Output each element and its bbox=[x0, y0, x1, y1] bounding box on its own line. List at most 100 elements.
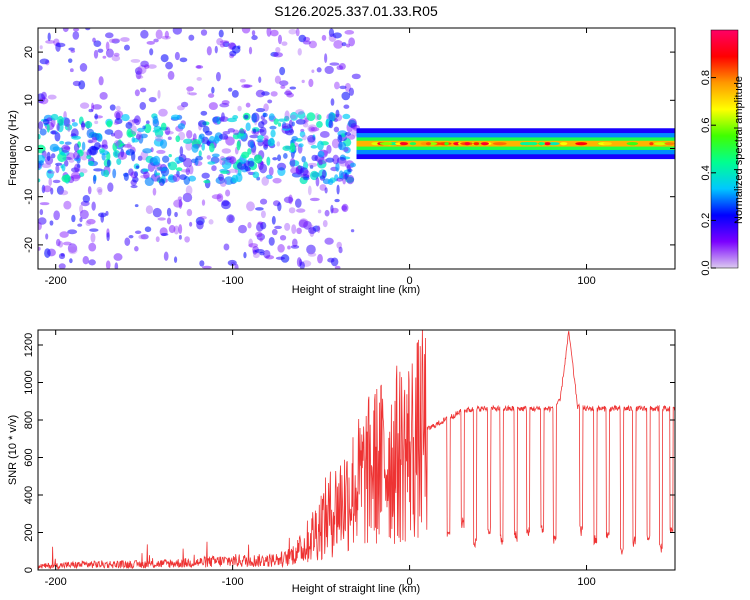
spectrogram-cell bbox=[185, 185, 193, 196]
spectrogram-cell bbox=[245, 122, 251, 132]
spectrogram-cell bbox=[128, 234, 134, 239]
spectrogram-cell bbox=[212, 116, 220, 123]
spectrogram-cell bbox=[334, 81, 340, 90]
spectrogram-cell bbox=[114, 262, 119, 269]
spectrogram-cell bbox=[50, 153, 56, 159]
spectrogram-cell bbox=[178, 199, 183, 209]
spectrogram-cell bbox=[232, 129, 240, 135]
snr-x-tick-label: 0 bbox=[407, 576, 413, 588]
spectrogram-cell bbox=[231, 90, 239, 98]
figure-title: S126.2025.337.01.33.R05 bbox=[274, 3, 438, 19]
spectrogram-cell bbox=[108, 38, 116, 43]
spectrogram-cell bbox=[99, 92, 108, 100]
spectrogram-cell bbox=[241, 28, 251, 34]
spectrogram-cell bbox=[91, 136, 98, 143]
spectrogram-cell bbox=[297, 165, 301, 170]
spectrogram-cell bbox=[333, 126, 340, 133]
spectrogram-cell bbox=[155, 134, 163, 142]
spectrogram-cell bbox=[216, 38, 224, 46]
spectrogram-cell bbox=[97, 48, 104, 53]
spectrogram-cell bbox=[112, 150, 121, 158]
spectrogram-cell bbox=[39, 209, 44, 216]
spectrogram-cell bbox=[53, 210, 60, 221]
spectrogram-cell bbox=[55, 238, 61, 247]
spectrogram-cell bbox=[59, 190, 69, 196]
spectrogram-cell bbox=[310, 127, 320, 132]
spectrogram-cell bbox=[56, 185, 64, 195]
spectrogram-cell bbox=[271, 215, 276, 225]
spectrogram-cell bbox=[71, 174, 82, 179]
spectrogram-cell bbox=[221, 159, 232, 170]
snr-frame bbox=[37, 329, 676, 571]
spectrogram-cell bbox=[191, 158, 197, 163]
spectrogram-cell bbox=[38, 121, 44, 130]
spectrogram-cell bbox=[351, 73, 361, 80]
spectrogram-cell bbox=[145, 120, 150, 125]
spectrogram-cell bbox=[49, 143, 60, 153]
spectrogram-cell bbox=[220, 112, 225, 122]
spectrogram-cell bbox=[266, 28, 272, 37]
spectrogram-cell bbox=[294, 198, 302, 208]
spectrogram-cell bbox=[247, 222, 252, 229]
spectrogram-cell bbox=[222, 41, 230, 48]
snr-y-tick-label: 600 bbox=[23, 448, 35, 466]
spectrogram-cell bbox=[128, 168, 134, 176]
spectrogram-cell bbox=[134, 246, 139, 252]
spectrogram-cell bbox=[173, 199, 183, 208]
spectrogram-cell bbox=[134, 67, 143, 75]
spectrogram-cell bbox=[206, 46, 212, 56]
spectrogram-cell bbox=[299, 131, 306, 138]
spectrogram-cell bbox=[261, 176, 269, 186]
spectrogram-cell bbox=[155, 236, 160, 243]
spectrogram-cell bbox=[179, 57, 188, 63]
spectrogram-cell bbox=[255, 89, 266, 98]
spectrogram-cell bbox=[41, 163, 52, 169]
spectrogram-cell bbox=[55, 164, 60, 174]
spectrogram-cell bbox=[68, 58, 73, 63]
spectrogram-cell bbox=[155, 29, 163, 40]
spectrogram-cell bbox=[50, 113, 59, 121]
spectrogram-cell bbox=[344, 30, 355, 35]
spectrogram-cell bbox=[188, 92, 197, 96]
spectrogram-cell bbox=[186, 91, 191, 95]
spectrogram-cell bbox=[120, 148, 125, 158]
spectrogram-cell bbox=[270, 91, 278, 97]
spectrogram-cell bbox=[48, 177, 53, 186]
spectrogram-y-label: Frequency (Hz) bbox=[7, 110, 19, 186]
spectrogram-cell bbox=[102, 55, 107, 59]
spectrogram-cell bbox=[306, 244, 316, 255]
spectrogram-cell bbox=[303, 220, 312, 230]
spectrogram-cell bbox=[307, 124, 318, 133]
spectrogram-cell bbox=[252, 252, 260, 259]
spectrogram-cell bbox=[196, 65, 202, 69]
spectrogram-cell bbox=[241, 151, 250, 159]
spectrogram-cell bbox=[139, 87, 147, 93]
spectrogram-cell bbox=[257, 135, 264, 140]
spectrogram-cell bbox=[251, 149, 256, 156]
spectrogram-cell bbox=[275, 46, 281, 53]
spectrogram-cell bbox=[158, 178, 165, 186]
spectrogram-cell bbox=[272, 157, 278, 161]
spectrogram-cell bbox=[61, 144, 71, 153]
spectrogram-cell bbox=[302, 40, 312, 45]
carrier-peak bbox=[603, 142, 612, 146]
spectrogram-cell bbox=[196, 77, 202, 81]
spectrogram-cell bbox=[92, 174, 97, 185]
spectrogram-cell bbox=[244, 166, 251, 172]
spectrogram-cell bbox=[303, 176, 310, 181]
colorbar-tick-label: 0.8 bbox=[700, 70, 712, 85]
spectrogram-cell bbox=[55, 162, 63, 166]
spectrogram-cell bbox=[93, 40, 102, 48]
spectrogram-cell bbox=[77, 223, 83, 227]
spectrogram-cell bbox=[196, 220, 204, 230]
spectrogram-cell bbox=[183, 138, 193, 144]
spectrogram-cell bbox=[306, 112, 316, 122]
spectrogram-cell bbox=[114, 118, 123, 125]
spectrogram-cell bbox=[348, 37, 356, 47]
spectrogram-cell bbox=[62, 241, 72, 246]
spectrogram-cell bbox=[297, 111, 306, 120]
spectrogram-cell bbox=[285, 89, 291, 96]
spectrogram-cell bbox=[252, 128, 257, 134]
spectrogram-cell bbox=[267, 138, 275, 147]
spectrogram-cell bbox=[207, 161, 216, 165]
